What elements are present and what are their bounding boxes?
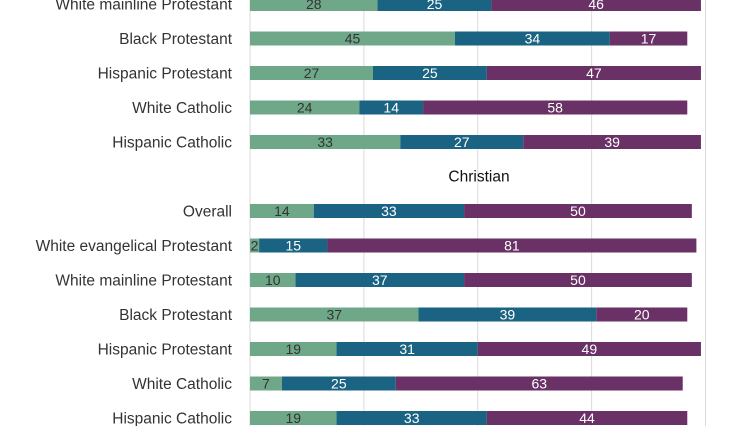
data-label: 49 [582, 341, 598, 357]
bar-segment [336, 411, 487, 425]
data-label: 37 [372, 272, 388, 288]
bar-segment [596, 307, 688, 322]
data-label: 7 [262, 376, 270, 392]
bar-segment [250, 135, 401, 149]
bar-segment [327, 238, 697, 253]
data-label: 33 [317, 134, 333, 150]
bar-segment [359, 100, 424, 115]
data-label: 39 [604, 134, 620, 150]
data-label: 24 [297, 100, 313, 116]
category-label: Hispanic Protestant [98, 342, 233, 359]
data-label: 14 [274, 203, 290, 219]
bar-segment [250, 0, 378, 11]
bar-segment [259, 238, 328, 253]
bar-segment [250, 238, 260, 253]
data-label: 27 [304, 65, 320, 81]
category-label: White mainline Protestant [55, 0, 232, 14]
labels: White mainline Protestant 28 25 46 Black Pro… [36, 0, 657, 426]
bar-segment [250, 66, 373, 80]
data-label: 14 [383, 100, 399, 116]
category-label: Hispanic Catholic [112, 411, 232, 426]
category-label: Hispanic Protestant [98, 66, 233, 83]
category-label: White mainline Protestant [55, 273, 232, 290]
bar-segment [250, 411, 337, 425]
data-label: 15 [285, 238, 301, 254]
group-title: Christian [448, 169, 509, 186]
bar-segment [250, 273, 296, 287]
data-label: 19 [285, 410, 301, 426]
data-label: 45 [345, 31, 361, 47]
bar-segment [250, 307, 419, 322]
data-label: 37 [326, 307, 342, 323]
bar-segment [491, 0, 701, 11]
data-label: 33 [381, 203, 397, 219]
data-label: 39 [500, 307, 516, 323]
data-label: 81 [504, 238, 520, 254]
data-label: 25 [422, 65, 438, 81]
bar-segment [281, 376, 396, 391]
data-label: 33 [404, 410, 420, 426]
bar-segment [464, 273, 692, 287]
data-label: 27 [454, 134, 470, 150]
data-label: 10 [265, 272, 281, 288]
bar-segment [377, 0, 492, 11]
data-label: 20 [634, 307, 650, 323]
data-label: 63 [531, 376, 547, 392]
bar-segment [395, 376, 683, 391]
data-label: 17 [641, 31, 657, 47]
bar-segment [250, 31, 455, 46]
data-label: 44 [579, 410, 595, 426]
category-label: White evangelical Protestant [36, 238, 233, 255]
bar-segment [486, 66, 701, 80]
data-label: 58 [547, 100, 563, 116]
bar-segment [250, 100, 360, 115]
data-label: 31 [399, 341, 415, 357]
bar-segment [336, 342, 478, 356]
bar-segment [295, 273, 465, 287]
category-label: White Catholic [132, 100, 232, 117]
bar-segment [486, 411, 688, 425]
bar-segment [372, 66, 487, 80]
data-label: 47 [586, 65, 602, 81]
bar-segment [523, 135, 701, 149]
data-label: 2 [251, 238, 259, 254]
bar-segment [418, 307, 597, 322]
category-label: Black Protestant [119, 31, 233, 48]
data-label: 19 [285, 341, 301, 357]
bar-segment [477, 342, 701, 356]
data-label: 46 [588, 0, 604, 12]
category-label: Black Protestant [119, 307, 233, 324]
data-label: 25 [427, 0, 443, 12]
bar-segment [250, 342, 337, 356]
bar-segment [464, 204, 692, 218]
bar-segment [250, 204, 314, 218]
category-label: Overall [183, 204, 232, 221]
data-label: 28 [306, 0, 322, 12]
bar-segment [609, 31, 688, 46]
data-label: 34 [525, 31, 541, 47]
bar-segment [400, 135, 524, 149]
bars [250, 0, 701, 425]
bar-segment [454, 31, 610, 46]
data-label: 25 [331, 376, 347, 392]
category-label: Hispanic Catholic [112, 135, 232, 152]
bar-segment [250, 376, 282, 391]
bar-segment [313, 204, 465, 218]
data-label: 50 [570, 203, 586, 219]
data-label: 50 [570, 272, 586, 288]
bar-segment [423, 100, 688, 115]
category-label: White Catholic [132, 376, 232, 393]
